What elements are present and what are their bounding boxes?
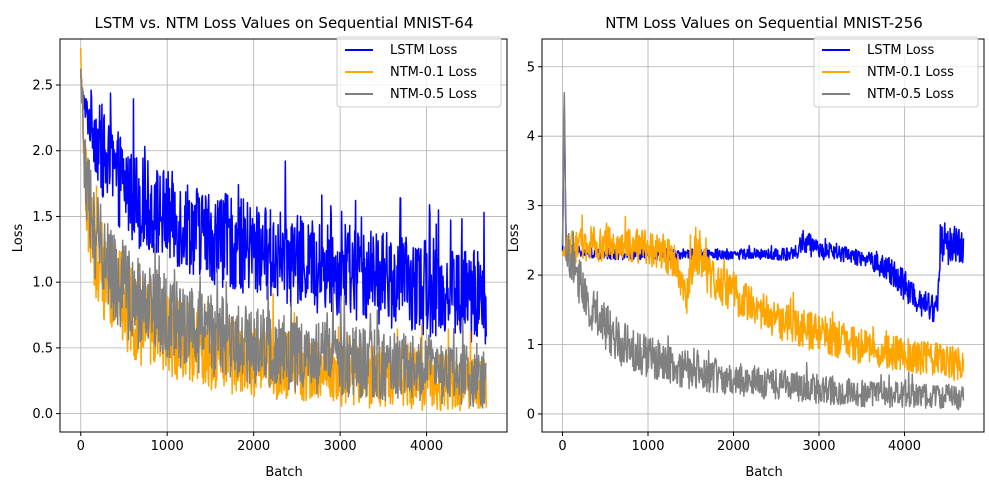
- y-tick-label: 0.5: [32, 341, 53, 356]
- legend-box: [813, 36, 979, 108]
- x-axis-label: Batch: [745, 465, 782, 480]
- y-tick-label: 0: [527, 407, 535, 422]
- chart-title: NTM Loss Values on Sequential MNIST-256: [605, 14, 923, 32]
- series-line-ntm-0-1-loss: [561, 214, 965, 382]
- x-tick-label: 1000: [151, 439, 184, 454]
- axes-frame: [59, 38, 508, 433]
- x-tick-label: 0: [558, 439, 566, 454]
- y-tick-label: 1.5: [32, 210, 53, 225]
- mnist64-loss-panel: LSTM vs. NTM Loss Values on Sequential M…: [11, 14, 508, 480]
- legend-label-ntm05: NTM-0.5 Loss: [867, 87, 954, 102]
- x-tick-label: 3000: [324, 439, 357, 454]
- y-axis-label: Loss: [507, 224, 522, 253]
- series-line-ntm-0-5-loss: [561, 92, 965, 411]
- y-tick-label: 1.0: [32, 276, 53, 291]
- y-tick-label: 1: [527, 338, 535, 353]
- plot-area: [561, 92, 965, 411]
- y-tick-label: 3: [527, 199, 535, 214]
- series-line-ntm-0-5-loss: [80, 68, 487, 409]
- x-axis-label: Batch: [265, 465, 302, 480]
- chart-title: LSTM vs. NTM Loss Values on Sequential M…: [94, 14, 473, 32]
- legend-label-lstm: LSTM Loss: [867, 43, 935, 58]
- y-axis-label: Loss: [11, 224, 26, 253]
- x-tick-label: 4000: [888, 439, 921, 454]
- series-line-lstm-loss: [80, 75, 487, 345]
- x-tick-label: 4000: [410, 439, 443, 454]
- legend-box: [336, 36, 502, 108]
- x-tick-label: 1000: [631, 439, 664, 454]
- legend-label-ntm01: NTM-0.1 Loss: [390, 65, 477, 80]
- x-ticks: 0 1000 2000 3000 4000: [77, 432, 443, 454]
- x-ticks: 0 1000 2000 3000 4000: [558, 432, 921, 454]
- y-ticks: 0.0 0.5 1.0 1.5 2.0 2.5: [32, 79, 60, 422]
- y-tick-label: 2.5: [32, 79, 53, 94]
- mnist256-loss-panel: NTM Loss Values on Sequential MNIST-256 …: [507, 14, 985, 480]
- y-tick-label: 2.0: [32, 144, 53, 159]
- legend-label-ntm01: NTM-0.1 Loss: [867, 65, 954, 80]
- legend-label-ntm05: NTM-0.5 Loss: [390, 87, 477, 102]
- series-line-lstm-loss: [561, 108, 965, 323]
- y-tick-label: 5: [527, 60, 535, 75]
- y-tick-label: 2: [527, 269, 535, 284]
- legend-label-lstm: LSTM Loss: [390, 43, 458, 58]
- axes-frame: [541, 38, 985, 433]
- plot-area: [80, 48, 487, 412]
- legend: LSTM Loss NTM-0.1 Loss NTM-0.5 Loss: [336, 36, 502, 108]
- x-tick-label: 2000: [237, 439, 270, 454]
- y-tick-label: 0.0: [32, 407, 53, 422]
- legend: LSTM Loss NTM-0.1 Loss NTM-0.5 Loss: [813, 36, 979, 108]
- y-ticks: 0 1 2 3 4 5: [527, 60, 542, 422]
- x-tick-label: 3000: [802, 439, 835, 454]
- x-tick-label: 2000: [717, 439, 750, 454]
- x-tick-label: 0: [77, 439, 85, 454]
- y-tick-label: 4: [527, 130, 535, 145]
